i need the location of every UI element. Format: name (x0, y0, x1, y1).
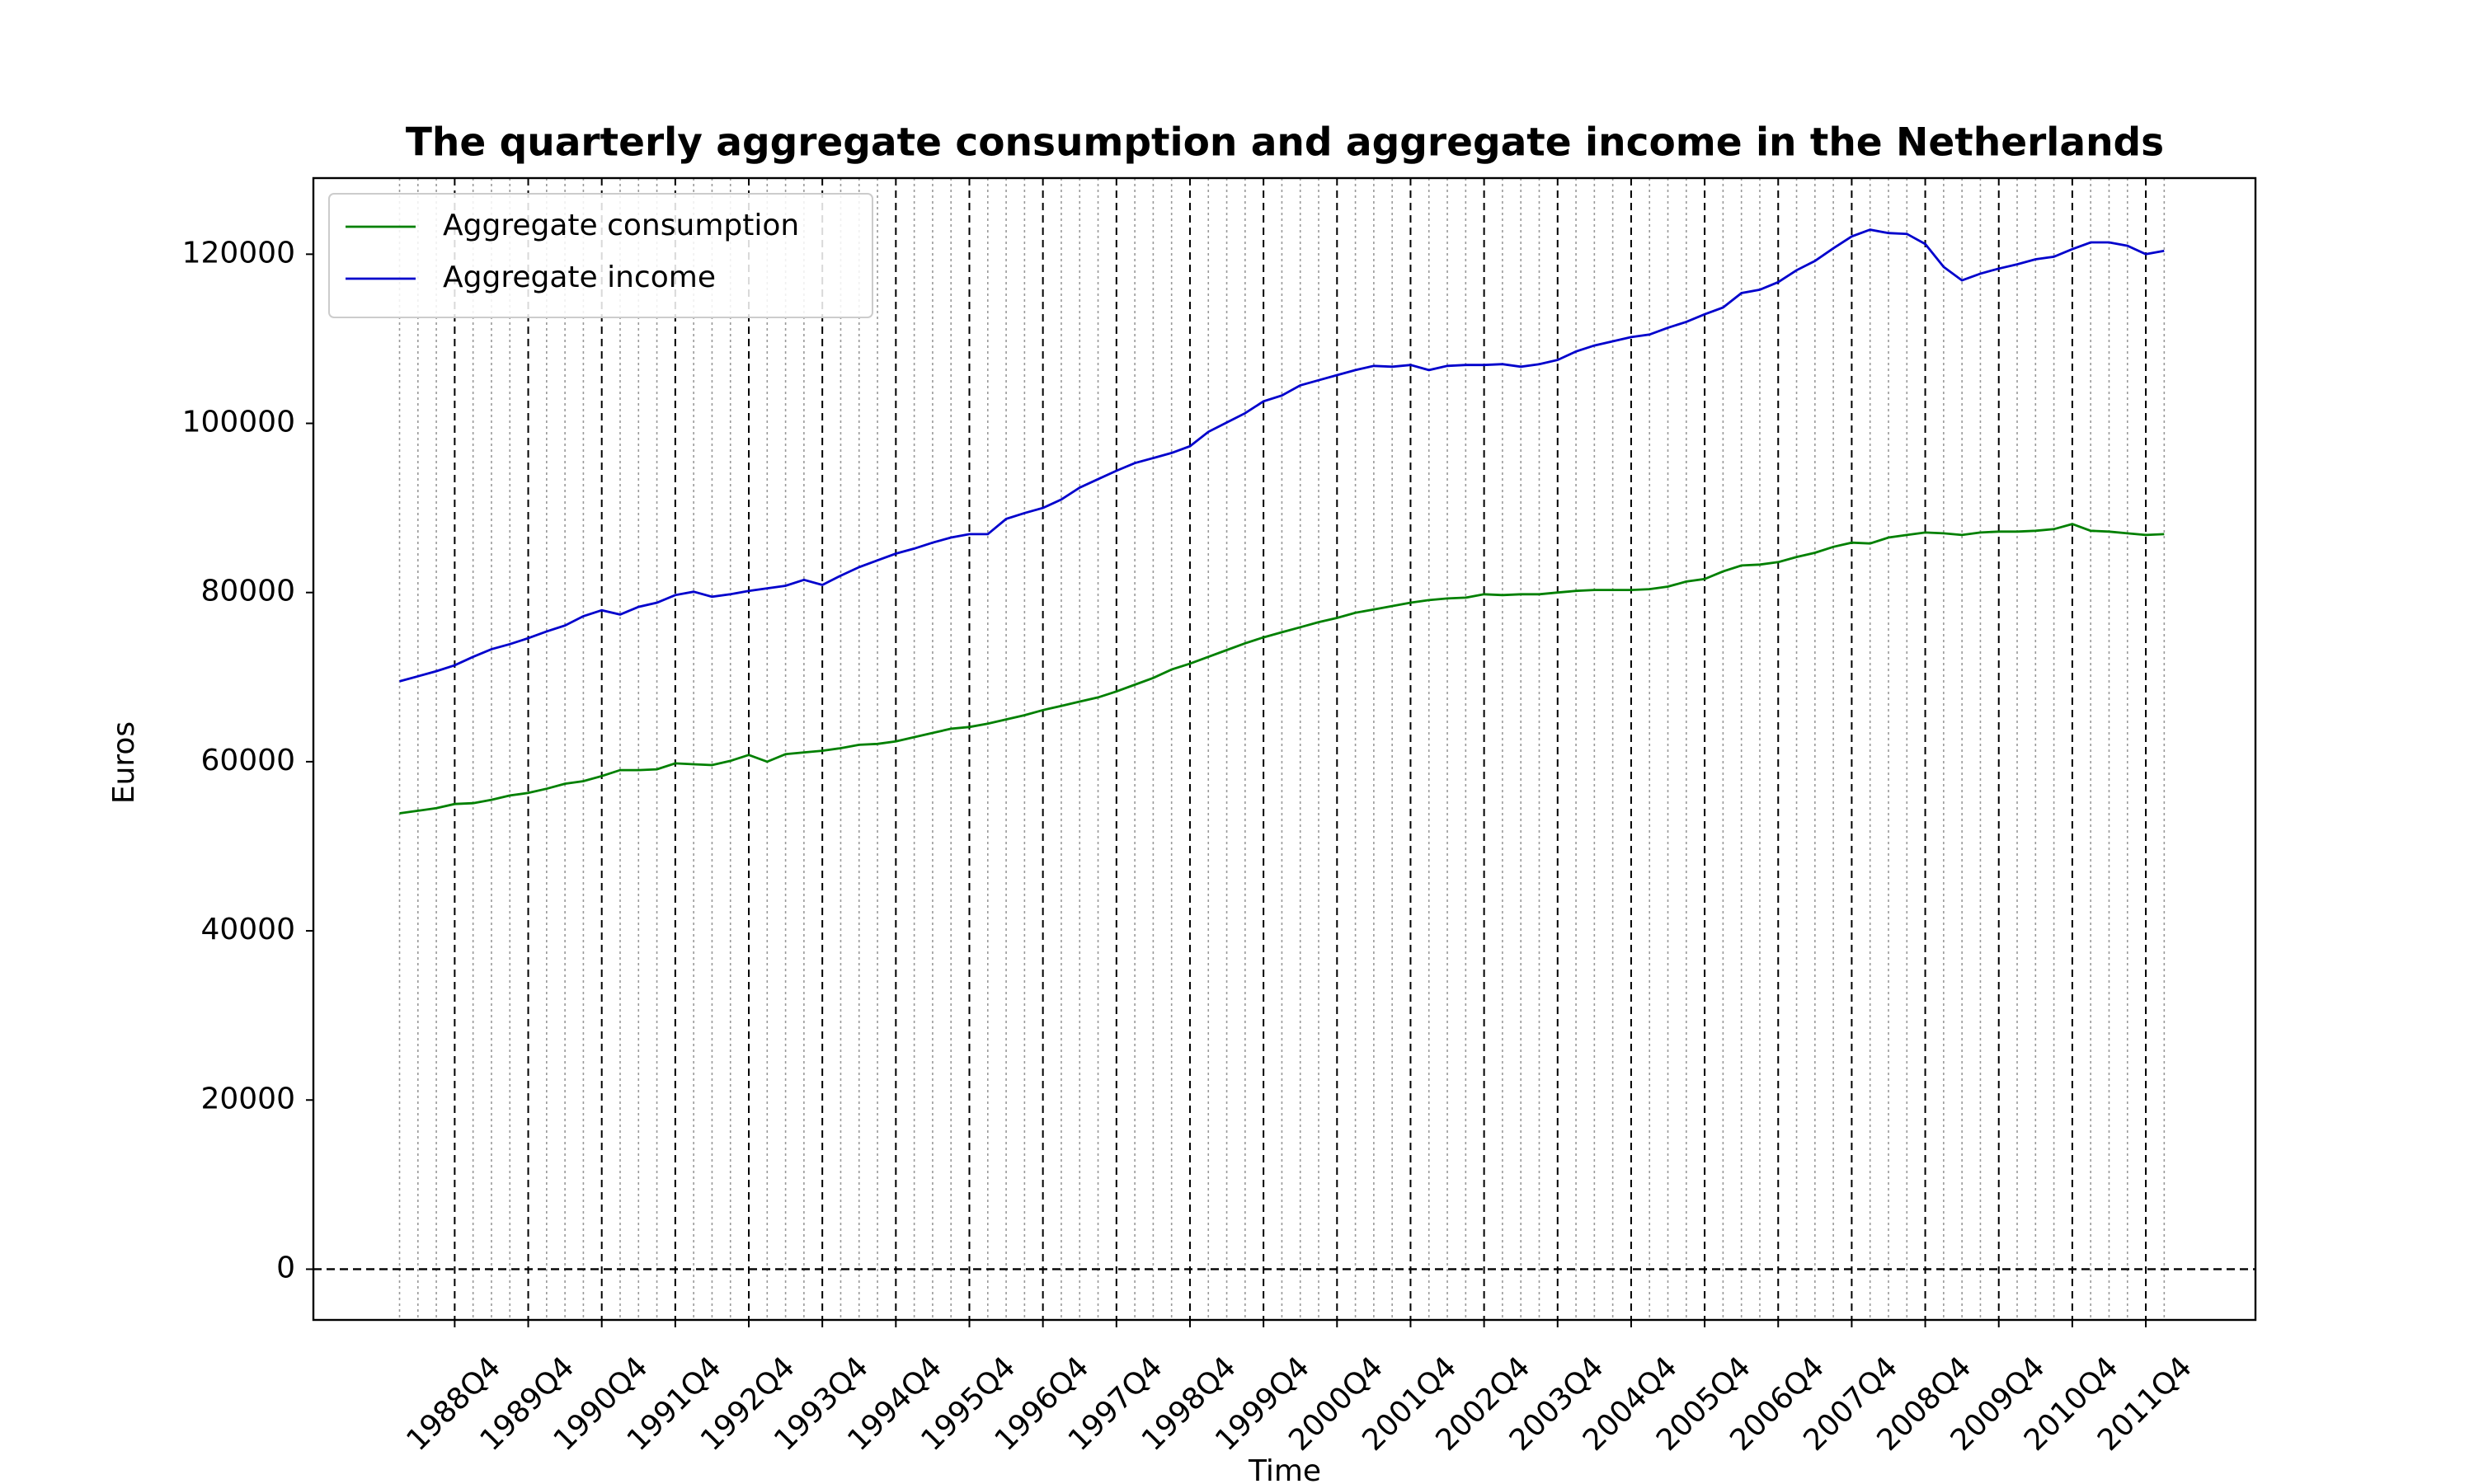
chart-title: The quarterly aggregate consumption and … (406, 120, 2164, 166)
y-tick-label: 100000 (182, 406, 295, 439)
data-line (399, 228, 2165, 683)
y-tick-label: 120000 (182, 236, 295, 270)
x-axis-label: Time (1248, 1454, 1321, 1484)
data-line (399, 523, 2165, 815)
legend-label: Aggregate consumption (443, 209, 799, 242)
plot-frame (312, 176, 2257, 1322)
y-tick-label: 0 (276, 1251, 295, 1284)
y-tick-label: 40000 (200, 913, 295, 946)
legend-label: Aggregate income (443, 261, 716, 294)
legend-box (328, 193, 873, 318)
y-tick-label: 80000 (200, 575, 295, 608)
y-tick-label: 20000 (200, 1082, 295, 1115)
y-axis-label: Euros (107, 721, 141, 804)
y-tick-label: 60000 (200, 744, 295, 777)
